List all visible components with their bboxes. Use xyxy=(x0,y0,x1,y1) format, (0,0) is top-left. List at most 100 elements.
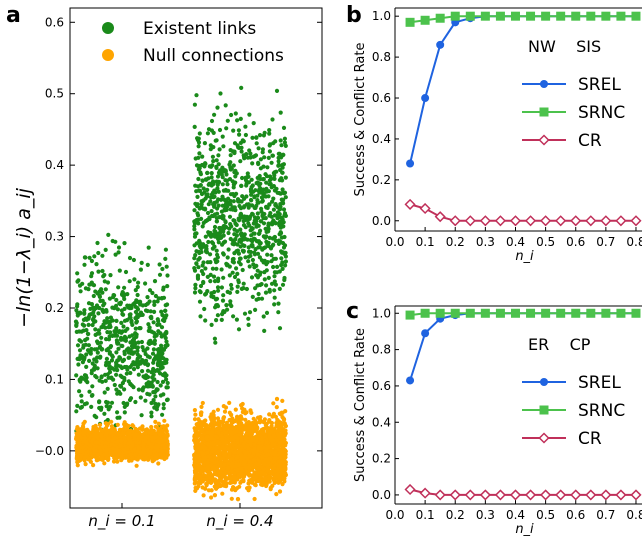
scatter-point xyxy=(135,345,140,350)
scatter-point xyxy=(280,165,285,170)
scatter-point xyxy=(283,213,288,218)
scatter-point xyxy=(97,399,102,404)
scatter-point xyxy=(229,496,234,501)
scatter-point xyxy=(155,354,161,360)
scatter-point xyxy=(111,436,116,441)
scatter-point xyxy=(94,415,99,420)
scatter-point xyxy=(236,280,241,285)
scatter-point xyxy=(163,303,168,308)
scatter-point xyxy=(121,400,126,406)
scatter-point xyxy=(152,334,157,339)
scatter-point xyxy=(254,135,259,140)
scatter-point xyxy=(82,355,87,360)
scatter-point xyxy=(157,262,162,267)
scatter-point xyxy=(225,118,230,123)
scatter-point xyxy=(264,310,270,315)
scatter-point xyxy=(122,375,127,381)
scatter-point xyxy=(149,380,154,385)
scatter-point xyxy=(280,217,285,222)
scatter-point xyxy=(82,310,87,315)
scatter-point xyxy=(124,318,130,323)
scatter-point xyxy=(198,170,203,175)
scatter-point xyxy=(264,180,269,185)
scatter-point xyxy=(91,463,96,468)
scatter-point xyxy=(264,204,269,209)
scatter-point xyxy=(224,126,229,131)
scatter-point xyxy=(158,349,163,354)
scatter-point xyxy=(104,399,109,405)
scatter-point xyxy=(235,197,241,202)
scatter-point xyxy=(136,372,141,377)
scatter-point xyxy=(100,457,105,462)
scatter-point xyxy=(153,389,158,395)
scatter-point xyxy=(231,199,236,204)
scatter-point xyxy=(78,405,83,410)
scatter-point xyxy=(281,250,286,255)
scatter-point xyxy=(119,308,124,313)
scatter-point xyxy=(266,244,271,249)
scatter-point xyxy=(96,269,101,274)
scatter-point xyxy=(201,279,206,285)
scatter-point xyxy=(247,264,252,269)
scatter-point xyxy=(115,439,120,444)
scatter-point xyxy=(198,283,204,289)
scatter-point xyxy=(212,112,217,117)
scatter-point xyxy=(80,281,85,286)
scatter-point xyxy=(93,327,98,332)
scatter-point xyxy=(122,404,127,409)
scatter-point xyxy=(83,462,88,467)
scatter-point xyxy=(209,322,214,327)
scatter-point xyxy=(228,148,233,153)
scatter-point xyxy=(143,351,148,357)
scatter-point xyxy=(280,170,285,175)
scatter-point xyxy=(126,379,131,384)
scatter-point xyxy=(202,164,207,169)
scatter-point xyxy=(125,446,130,451)
scatter-point xyxy=(151,398,156,403)
scatter-point xyxy=(77,389,82,394)
scatter-point xyxy=(264,234,269,239)
scatter-point xyxy=(165,273,170,278)
scatter-point xyxy=(141,374,146,379)
scatter-point xyxy=(220,491,225,496)
scatter-point xyxy=(255,211,260,216)
scatter-point xyxy=(212,336,217,341)
scatter-point xyxy=(135,292,140,298)
scatter-point xyxy=(198,183,203,188)
scatter-point xyxy=(200,154,205,159)
scatter-point xyxy=(115,307,120,312)
scatter-point xyxy=(144,454,149,459)
scatter-point xyxy=(150,290,155,296)
scatter-point xyxy=(264,283,269,288)
scatter-point xyxy=(102,390,107,395)
scatter-point xyxy=(114,387,119,392)
scatter-point xyxy=(238,213,243,218)
scatter-point xyxy=(76,362,81,367)
scatter-point xyxy=(267,149,272,154)
scatter-point xyxy=(106,436,111,441)
scatter-point xyxy=(143,281,148,286)
scatter-point xyxy=(152,338,157,343)
scatter-point xyxy=(280,482,285,487)
scatter-point xyxy=(205,274,210,279)
scatter-point xyxy=(121,312,126,317)
scatter-point xyxy=(102,279,107,284)
scatter-point xyxy=(282,191,287,196)
scatter-point xyxy=(212,244,217,249)
scatter-point xyxy=(209,164,214,169)
scatter-point xyxy=(133,399,138,405)
scatter-point xyxy=(258,219,264,224)
scatter-point xyxy=(137,326,142,331)
scatter-point xyxy=(104,404,109,409)
scatter-point xyxy=(204,249,209,254)
scatter-point xyxy=(160,379,166,384)
scatter-point xyxy=(269,160,274,165)
scatter-point xyxy=(235,271,240,276)
scatter-point xyxy=(251,221,256,226)
scatter-point xyxy=(232,150,237,156)
scatter-point xyxy=(209,495,214,500)
scatter-point xyxy=(253,307,258,312)
scatter-point xyxy=(243,124,248,129)
scatter-point xyxy=(272,270,277,275)
scatter-point xyxy=(93,440,98,445)
